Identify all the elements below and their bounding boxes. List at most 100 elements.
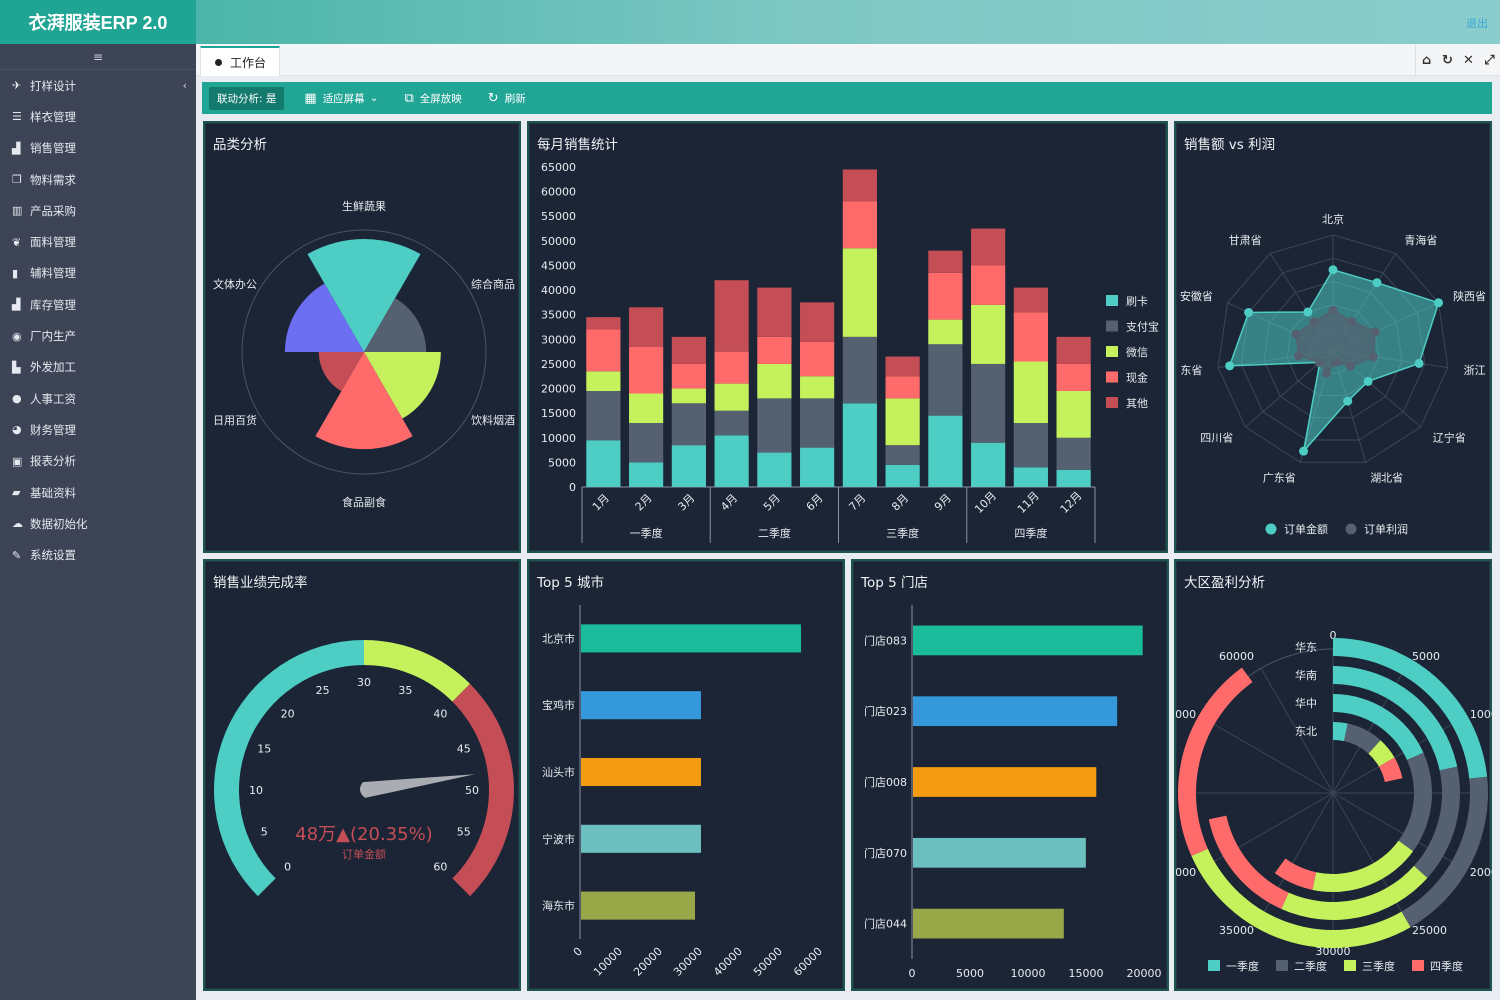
legend-swatch (1345, 523, 1357, 535)
region-panel: 大区盈利分析 0 5000 10000 15000 20000 25000 30000 350… (1174, 559, 1494, 991)
fit-screen-dropdown[interactable]: ▦ 适应屏幕 ⌄ (304, 91, 378, 106)
rose-slice (318, 352, 364, 392)
legend-swatch (1208, 960, 1220, 971)
month-label: 12月 (1058, 489, 1085, 516)
panel-title: 每月销售统计 (537, 137, 618, 153)
sidebar-item[interactable]: ✈ 打样设计 ‹ (0, 70, 196, 101)
sidebar-item[interactable]: ▟ 库存管理 (0, 289, 196, 320)
sidebar-item-label: 物料需求 (30, 172, 76, 187)
legend-swatch (1344, 960, 1356, 971)
gauge-tick-label: 25 (316, 684, 330, 697)
stacked-bar-segment (671, 403, 706, 446)
gauge-value-label: 订单金额 (342, 847, 386, 861)
sidebar-item-label: 系统设置 (30, 548, 76, 563)
logout-link[interactable]: 退出 (1466, 17, 1488, 30)
legend-swatch (1106, 346, 1118, 357)
stacked-bar-segment (629, 462, 664, 487)
gauge-band (213, 640, 364, 897)
stacked-bar-segment (842, 169, 877, 202)
sidebar-item-label: 厂内生产 (30, 329, 76, 344)
radar-point (1347, 317, 1357, 327)
home-icon[interactable]: ⌂ (1421, 52, 1432, 68)
quarter-label: 一季度 (630, 526, 663, 540)
radar-point (1434, 298, 1444, 308)
radar-grid-ring (1217, 234, 1449, 463)
sidebar-item[interactable]: ▰ 基础资料 (0, 477, 196, 508)
x-tick-label: 50000 (751, 945, 785, 979)
sidebar-item[interactable]: ▮ 辅料管理 (0, 258, 196, 289)
legend-label: 订单金额 (1284, 522, 1328, 536)
sidebar-item[interactable]: ☁ 数据初始化 (0, 508, 196, 539)
sidebar-item[interactable]: ▟ 销售管理 (0, 133, 196, 164)
polar-bar-segment (1178, 667, 1253, 857)
stacked-bar-segment (714, 383, 749, 411)
close-icon[interactable]: ✕ (1463, 52, 1474, 68)
x-tick-label: 10000 (591, 945, 625, 979)
sidebar-item[interactable]: ◉ 厂内生产 (0, 320, 196, 351)
sidebar-item[interactable]: ✎ 系统设置 (0, 539, 196, 570)
sidebar-item[interactable]: ▣ 报表分析 (0, 446, 196, 477)
polar-bar-segment (1333, 694, 1424, 761)
stacked-bar-segment (928, 344, 963, 416)
legend-label: 一季度 (1226, 959, 1259, 973)
menu-toggle-icon[interactable]: ≡ (0, 44, 196, 70)
region-label: 华中 (1295, 696, 1317, 710)
sidebar-item[interactable]: ▙ 外发加工 (0, 352, 196, 383)
category-label: 门店044 (864, 917, 907, 931)
stacked-bar-segment (842, 336, 877, 404)
month-label: 7月 (846, 492, 868, 514)
refresh-icon[interactable]: ↻ (1442, 52, 1453, 68)
category-label: 海东市 (542, 899, 575, 913)
angle-tick-label: 20000 (1470, 866, 1494, 879)
legend-swatch (1106, 397, 1118, 408)
stacked-bar-segment (885, 445, 920, 465)
gauge-tick-label: 10 (249, 784, 263, 797)
polar-bar-segment (1274, 858, 1317, 890)
stacked-bar-segment (928, 272, 963, 320)
stacked-bar-segment (1056, 437, 1091, 470)
legend-label: 三季度 (1362, 959, 1395, 973)
radar-indicator-label: 广东省 (1263, 472, 1296, 485)
legend-label: 现金 (1126, 371, 1148, 385)
chevron-down-icon: ⌄ (369, 92, 379, 104)
tab-workbench[interactable]: 工作台 (200, 46, 280, 76)
stacked-bar-segment (757, 452, 792, 487)
sidebar-item[interactable]: ◕ 财务管理 (0, 414, 196, 445)
quarter-label: 四季度 (1014, 526, 1047, 540)
bar (581, 691, 701, 720)
linkage-analysis-button[interactable]: 联动分析: 是 (209, 86, 285, 110)
top-store-bar-chart: 门店083 门店023 门店008 门店070 门店044 0 5000 10000 15000… (864, 605, 1162, 980)
stacked-bar-segment (885, 376, 920, 399)
sidebar-item-label: 样衣管理 (30, 109, 76, 124)
stacked-bar-segment (800, 447, 835, 487)
polar-bar-segment (1333, 638, 1488, 779)
wrench-icon: ✎ (12, 548, 22, 562)
refresh-button[interactable]: ↻ 刷新 (488, 91, 526, 106)
fullscreen-icon[interactable]: ⤢ (1484, 52, 1495, 68)
fullscreen-play-button[interactable]: ⧉ 全屏放映 (405, 91, 462, 106)
x-tick-label: 40000 (711, 945, 745, 979)
polar-bar-segment (1414, 766, 1460, 878)
tab-label: 工作台 (230, 55, 267, 70)
legend-swatch (1106, 371, 1118, 383)
gauge-tick-label: 45 (457, 743, 471, 756)
gauge-tick-label: 60 (433, 860, 447, 873)
stacked-bar-segment (885, 464, 920, 487)
polar-spoke (1260, 668, 1334, 794)
bar-chart-icon: ▥ (12, 204, 23, 218)
bar (581, 824, 701, 853)
y-tick-label: 45000 (541, 259, 576, 272)
angle-tick-label: 10000 (1470, 708, 1494, 721)
sidebar-item[interactable]: ▥ 产品采购 (0, 195, 196, 226)
sidebar-item[interactable]: ● 人事工资 (0, 383, 196, 414)
gauge-tick-label: 20 (281, 708, 295, 721)
sidebar-item[interactable]: ❐ 物料需求 (0, 164, 196, 195)
stacked-bar-segment (671, 388, 706, 404)
fullscreen-play-label: 全屏放映 (419, 92, 462, 105)
radar-indicator-label: 四川省 (1200, 431, 1233, 444)
sidebar-item[interactable]: ☰ 样衣管理 (0, 101, 196, 132)
sidebar-item[interactable]: ❦ 面料管理 (0, 226, 196, 257)
panel-title: 销售额 vs 利润 (1184, 137, 1276, 153)
category-label: 汕头市 (542, 765, 575, 779)
